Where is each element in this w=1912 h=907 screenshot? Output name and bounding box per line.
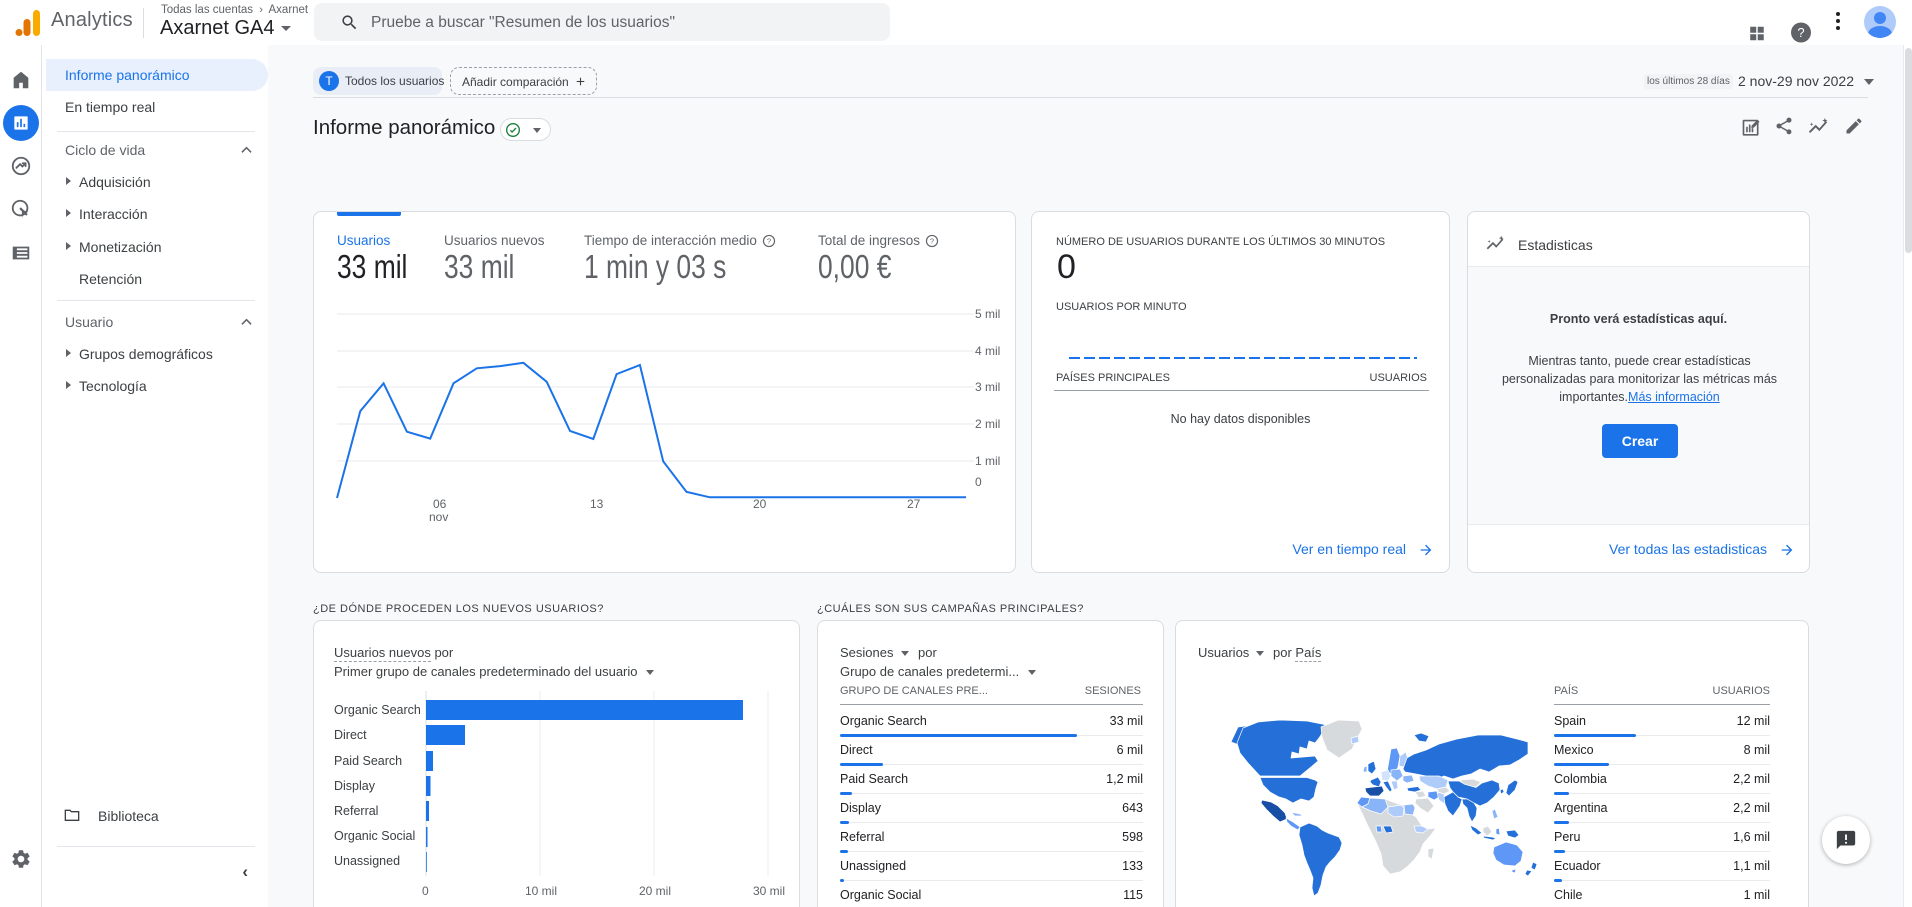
svg-text:Organic Search: Organic Search <box>334 703 421 717</box>
svg-text:06: 06 <box>433 497 447 511</box>
svg-text:20: 20 <box>753 497 767 511</box>
svg-text:Direct: Direct <box>334 728 367 742</box>
svg-text:Organic Social: Organic Social <box>334 829 415 843</box>
svg-text:?: ? <box>930 237 934 246</box>
svg-text:Display: Display <box>334 779 376 793</box>
svg-text:27: 27 <box>907 497 921 511</box>
svg-text:20 mil: 20 mil <box>639 884 671 898</box>
svg-text:?: ? <box>767 237 771 246</box>
svg-text:0: 0 <box>975 475 982 489</box>
svg-text:13: 13 <box>590 497 604 511</box>
svg-text:1 mil: 1 mil <box>975 454 1000 468</box>
svg-text:nov: nov <box>429 510 448 524</box>
svg-text:4 mil: 4 mil <box>975 344 1000 358</box>
svg-text:Referral: Referral <box>334 804 378 818</box>
svg-text:3 mil: 3 mil <box>975 380 1000 394</box>
svg-text:2 mil: 2 mil <box>975 417 1000 431</box>
svg-text:Unassigned: Unassigned <box>334 854 400 868</box>
svg-text:5 mil: 5 mil <box>975 307 1000 321</box>
svg-text:Paid Search: Paid Search <box>334 754 402 768</box>
svg-text:?: ? <box>1797 25 1804 40</box>
svg-text:30 mil: 30 mil <box>753 884 785 898</box>
svg-text:0: 0 <box>422 884 429 898</box>
svg-text:10 mil: 10 mil <box>525 884 557 898</box>
